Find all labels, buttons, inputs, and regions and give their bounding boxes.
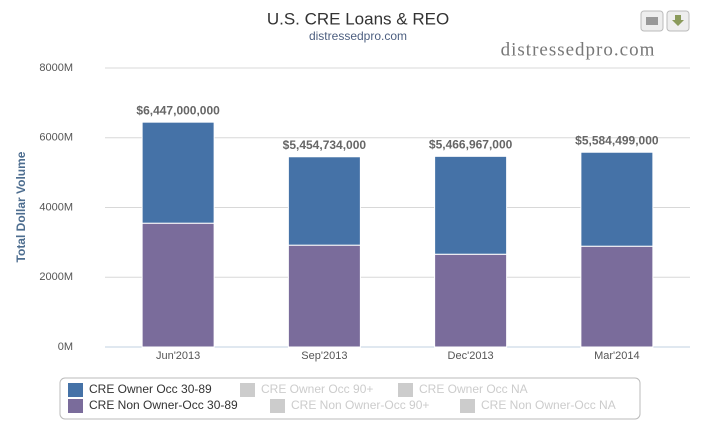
legend-label[interactable]: CRE Non Owner-Occ NA (481, 398, 616, 412)
bar-segment (580, 151, 654, 247)
chart-title: U.S. CRE Loans & REO (267, 9, 449, 28)
watermark: distressedpro.com (501, 39, 656, 60)
x-tick-label: Dec'2013 (448, 350, 494, 362)
legend-label[interactable]: CRE Owner Occ 30-89 (89, 382, 212, 396)
bar-segment (287, 244, 361, 348)
legend-swatch[interactable] (68, 399, 83, 413)
x-tick-label: Sep'2013 (301, 350, 347, 362)
legend-label[interactable]: CRE Non Owner-Occ 30-89 (89, 398, 238, 412)
legend-label[interactable]: CRE Owner Occ NA (419, 382, 528, 396)
legend-label[interactable]: CRE Non Owner-Occ 90+ (291, 398, 429, 412)
bar-segment (141, 222, 215, 348)
total-label: $5,454,734,000 (283, 138, 367, 152)
total-label: $6,447,000,000 (136, 103, 220, 117)
export-button[interactable] (666, 10, 690, 32)
x-tick-label: Jun'2013 (156, 350, 200, 362)
bar-segment (434, 253, 508, 348)
bar-segment (580, 245, 654, 348)
legend-swatch[interactable] (68, 383, 83, 397)
chart-subtitle: distressedpro.com (309, 29, 407, 43)
bar-segment (287, 156, 361, 246)
total-label: $5,466,967,000 (429, 138, 513, 152)
bar-segment (434, 155, 508, 255)
x-tick-label: Mar'2014 (594, 350, 640, 362)
y-tick-label: 2000M (39, 271, 73, 283)
bar-segment (141, 121, 215, 224)
print-button[interactable] (640, 10, 664, 32)
total-label: $5,584,499,000 (575, 133, 659, 147)
y-tick-label: 0M (58, 341, 73, 353)
legend-box (59, 377, 641, 420)
legend-swatch[interactable] (270, 399, 285, 413)
y-tick-label: 4000M (39, 201, 73, 213)
legend-swatch[interactable] (460, 399, 475, 413)
y-tick-label: 6000M (39, 132, 73, 144)
legend-swatch[interactable] (240, 383, 255, 397)
y-tick-label: 8000M (39, 62, 73, 74)
legend-label[interactable]: CRE Owner Occ 90+ (261, 382, 373, 396)
legend-swatch[interactable] (398, 383, 413, 397)
y-axis-label: Total Dollar Volume (14, 151, 28, 262)
